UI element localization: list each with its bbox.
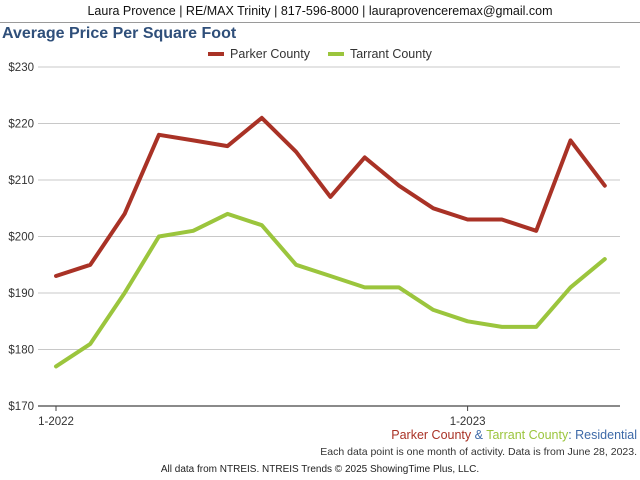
caption-amp: &	[471, 428, 487, 442]
y-tick-label: $200	[8, 232, 34, 244]
caption-tarrant: Tarrant County	[486, 428, 569, 442]
caption-parker: Parker County	[391, 428, 472, 442]
legend-label-tarrant: Tarrant County	[349, 47, 432, 61]
y-tick-label: $170	[8, 401, 34, 413]
contact-header: Laura Provence | RE/MAX Trinity | 817-59…	[0, 0, 640, 23]
y-tick-label: $180	[8, 345, 34, 357]
series-line-tarrant-county	[54, 211, 607, 369]
y-tick-label: $220	[8, 119, 34, 131]
series-line-parker-county	[54, 115, 607, 278]
legend-item-tarrant: Tarrant County	[327, 45, 432, 63]
series-caption: Parker County & Tarrant County: Resident…	[391, 428, 637, 442]
chart-legend: Parker County Tarrant County	[0, 45, 640, 63]
x-tick-label: 1-2022	[38, 416, 74, 428]
y-tick-label: $230	[8, 62, 34, 74]
x-tick-label: 1-2023	[450, 416, 486, 428]
data-note: Each data point is one month of activity…	[320, 446, 637, 458]
legend-item-parker: Parker County	[208, 45, 310, 63]
legend-swatch-tarrant	[327, 52, 344, 56]
y-tick-label: $210	[8, 175, 34, 187]
chart-title: Average Price Per Square Foot	[2, 25, 237, 42]
legend-swatch-parker	[208, 52, 225, 56]
caption-colon: :	[568, 428, 576, 442]
legend-label-parker: Parker County	[230, 47, 310, 61]
y-tick-label: $190	[8, 288, 34, 300]
caption-category: Residential	[575, 428, 637, 442]
source-credit: All data from NTREIS. NTREIS Trends © 20…	[160, 464, 480, 475]
